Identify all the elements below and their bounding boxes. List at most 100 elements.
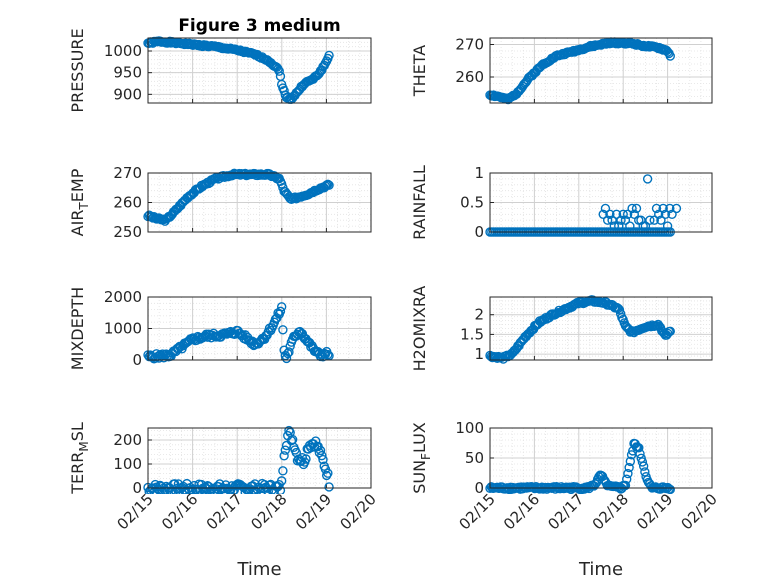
data-point xyxy=(667,209,677,220)
data-point xyxy=(611,209,622,220)
data-point xyxy=(665,484,675,494)
data-point xyxy=(324,482,334,492)
data-point xyxy=(637,457,648,467)
axes-frame xyxy=(147,37,372,104)
data-point xyxy=(617,312,627,323)
data-point xyxy=(600,203,611,214)
data-point xyxy=(279,451,289,461)
subplot-2: 260 270 THETA xyxy=(410,36,713,105)
x-axis-label: Time xyxy=(578,559,623,580)
y-tick-label: 950 xyxy=(113,64,142,82)
data-point xyxy=(654,209,664,220)
data-point xyxy=(615,309,626,319)
x-tick-label: 02/19 xyxy=(633,490,676,533)
y-axis-label: RAINFALL xyxy=(410,165,429,240)
data-point xyxy=(320,181,331,191)
y-tick-label: 0 xyxy=(132,479,142,497)
y-tick-label: 260 xyxy=(455,68,484,86)
subplot-4: 0 0.5 1 RAINFALL xyxy=(410,164,713,241)
subplot-3: 250 260 270 AIRTEMP xyxy=(68,164,372,241)
data-point xyxy=(627,203,637,214)
data-point xyxy=(598,209,608,220)
axes-frame xyxy=(489,37,713,104)
data-point xyxy=(645,215,655,225)
subplot-1: 900 950 1000 PRESSURE Figure 3 medium xyxy=(68,16,372,113)
data-point xyxy=(656,215,666,225)
data-point xyxy=(660,209,671,220)
chart-title: Figure 3 medium xyxy=(178,16,340,36)
y-tick-label: 250 xyxy=(113,223,142,241)
y-tick-label: 260 xyxy=(113,194,142,212)
axes-frame xyxy=(147,172,372,233)
y-axis-label: TERRMSL xyxy=(68,422,91,495)
y-tick-label: 100 xyxy=(113,455,142,473)
x-tick-label: 02/18 xyxy=(247,490,290,533)
data-point xyxy=(662,221,673,231)
axes-frame xyxy=(147,427,372,489)
data-point xyxy=(275,485,286,494)
data-point xyxy=(671,203,682,214)
data-point xyxy=(625,456,636,467)
data-point xyxy=(315,445,326,456)
y-tick-label: 270 xyxy=(455,36,484,54)
data-point xyxy=(618,209,628,220)
data-point xyxy=(622,209,633,220)
series-markers xyxy=(143,425,334,494)
data-point xyxy=(663,328,673,339)
x-tick-label: 02/19 xyxy=(292,490,335,533)
axes-frame xyxy=(489,296,713,361)
data-point xyxy=(629,209,639,220)
data-point xyxy=(651,203,662,214)
x-tick-label: 02/17 xyxy=(203,490,246,533)
data-point xyxy=(624,462,634,473)
data-point xyxy=(602,215,613,225)
data-point xyxy=(642,174,653,184)
data-point xyxy=(284,425,294,436)
data-point xyxy=(665,326,675,337)
data-point xyxy=(311,436,321,446)
y-tick-label: 200 xyxy=(113,431,142,449)
y-axis-label: THETA xyxy=(410,45,429,97)
data-point xyxy=(622,474,632,484)
series-markers xyxy=(143,168,334,226)
data-point xyxy=(276,476,287,486)
y-tick-label: 100 xyxy=(455,419,484,437)
data-point xyxy=(278,325,288,335)
x-tick-label: 02/18 xyxy=(589,490,632,533)
data-point xyxy=(640,221,651,231)
x-tick-label: 02/17 xyxy=(544,490,587,533)
data-point xyxy=(659,328,669,339)
data-point xyxy=(649,215,659,225)
axes-frame xyxy=(489,172,713,233)
data-point xyxy=(278,466,288,476)
data-point xyxy=(658,203,668,214)
x-tick-label: 02/16 xyxy=(158,490,201,533)
series-markers xyxy=(143,36,334,105)
y-axis-label: AIRTEMP xyxy=(68,168,91,236)
y-tick-label: 1000 xyxy=(104,42,142,60)
y-axis-label: MIXDEPTH xyxy=(68,287,87,370)
data-point xyxy=(274,66,284,76)
axes-frame xyxy=(489,427,713,489)
data-point xyxy=(623,468,633,479)
data-point xyxy=(620,480,631,491)
data-point xyxy=(275,306,286,317)
series-markers xyxy=(485,295,675,364)
y-tick-label: 1.5 xyxy=(460,325,484,343)
data-point xyxy=(613,303,623,314)
x-tick-label: 02/20 xyxy=(337,490,380,533)
data-point xyxy=(284,347,294,357)
data-point xyxy=(605,209,615,220)
series-markers xyxy=(143,302,334,364)
y-tick-label: 50 xyxy=(465,449,484,467)
x-tick-label: 02/16 xyxy=(500,490,543,533)
y-tick-label: 2 xyxy=(474,306,484,324)
y-tick-label: 0 xyxy=(132,351,142,369)
data-point xyxy=(607,215,617,225)
x-axis-label: Time xyxy=(236,559,281,580)
data-point xyxy=(280,445,291,455)
data-point xyxy=(323,468,333,478)
series-markers xyxy=(485,438,675,494)
